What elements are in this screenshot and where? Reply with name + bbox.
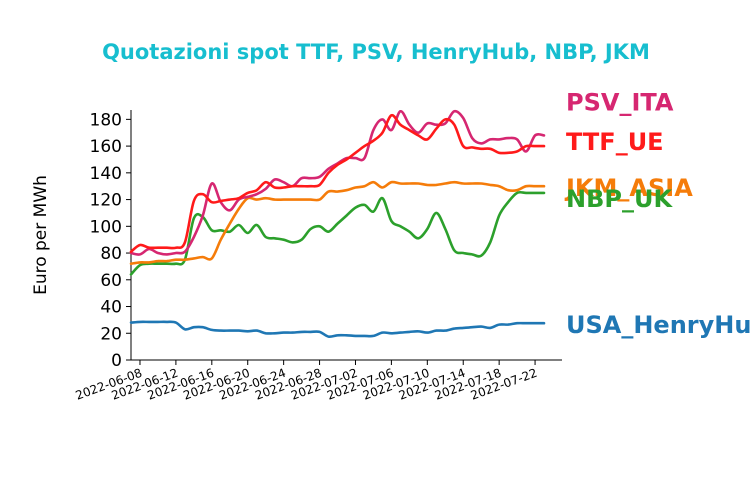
series-line-jkm_asia	[129, 180, 546, 265]
y-tick-label: 160	[90, 137, 122, 157]
y-tick-label: 80	[100, 244, 122, 264]
series-label-usa_henryhub: USA_HenryHub	[566, 311, 752, 339]
series-label-nbp_uk: NBP_UK	[566, 185, 673, 213]
series-line-nbp_uk	[129, 190, 546, 276]
y-tick-label: 60	[100, 271, 122, 291]
series-label-psv_ita: PSV_ITA	[566, 88, 674, 116]
y-ticks: 0 20 40 60 80 100 120 140 160 180	[90, 110, 131, 371]
series-line-ttf_ue	[129, 113, 546, 253]
y-tick-label: 180	[90, 110, 122, 130]
series-label-ttf_ue: TTF_UE	[566, 128, 664, 156]
y-tick-label: 120	[90, 191, 122, 211]
series-line-usa_henryhub	[129, 320, 546, 339]
x-ticks: 2022-06-082022-06-122022-06-162022-06-20…	[74, 360, 539, 403]
y-tick-label: 140	[90, 164, 122, 184]
series-label-jkm_asia: JKM_ASIA	[564, 174, 693, 202]
axes	[130, 110, 562, 361]
y-tick-label: 0	[111, 351, 122, 371]
chart-title: Quotazioni spot TTF, PSV, HenryHub, NBP,…	[102, 40, 650, 64]
y-tick-label: 100	[90, 217, 122, 237]
y-tick-label: 20	[100, 324, 122, 344]
series-lines	[129, 109, 546, 339]
y-tick-label: 40	[100, 298, 122, 318]
y-axis-label: Euro per MWh	[31, 175, 51, 295]
